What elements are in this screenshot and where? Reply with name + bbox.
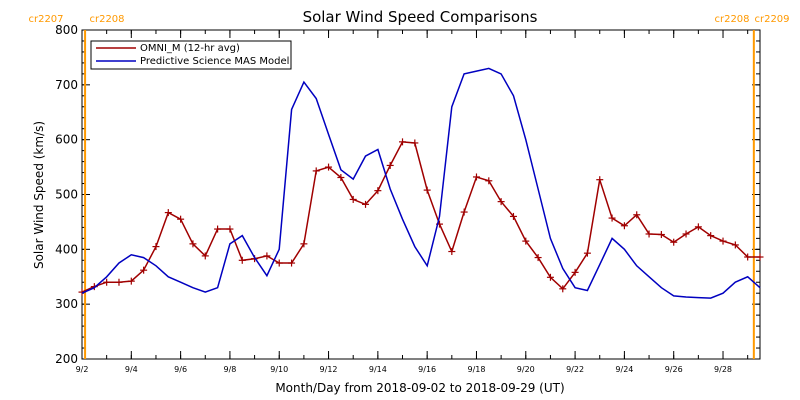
- data-point-omni: [275, 259, 283, 267]
- legend-box: [90, 40, 292, 70]
- carrington-label-right-1: cr2208: [714, 14, 749, 25]
- data-point-omni: [189, 240, 197, 248]
- data-point-omni: [657, 231, 665, 239]
- x-tick-label: 9/26: [665, 365, 683, 374]
- y-axis-label: Solar Wind Speed (km/s): [32, 121, 46, 269]
- data-point-omni: [127, 277, 135, 285]
- data-point-omni: [744, 253, 752, 261]
- carrington-label-left-1: cr2207: [28, 14, 63, 25]
- carrington-label-right-2: cr2209: [754, 14, 789, 25]
- data-point-omni: [349, 195, 357, 203]
- x-tick-label: 9/6: [174, 365, 187, 374]
- carrington-rotation-lines: [84, 30, 755, 359]
- data-point-omni: [707, 232, 715, 240]
- data-point-omni: [201, 252, 209, 260]
- x-tick-label: 9/24: [615, 365, 633, 374]
- data-point-omni: [694, 223, 702, 231]
- data-point-omni: [399, 138, 407, 146]
- data-point-omni: [152, 243, 160, 251]
- data-point-omni: [411, 139, 419, 147]
- data-point-omni: [448, 248, 456, 256]
- data-point-omni: [423, 186, 431, 194]
- x-tick-label: 9/4: [125, 365, 138, 374]
- data-point-omni: [460, 208, 468, 216]
- data-point-omni: [485, 177, 493, 185]
- chart-title: Solar Wind Speed Comparisons: [303, 8, 538, 26]
- x-tick-label: 9/22: [566, 365, 584, 374]
- data-point-omni: [288, 259, 296, 267]
- data-point-omni: [497, 198, 505, 206]
- data-point-omni: [731, 241, 739, 249]
- y-tick-label: 500: [55, 188, 78, 202]
- data-point-omni: [559, 285, 567, 293]
- data-point-omni: [522, 237, 530, 245]
- data-point-omni: [546, 273, 554, 281]
- data-point-omni: [325, 163, 333, 171]
- y-tick-label: 700: [55, 78, 78, 92]
- x-tick-label: 9/14: [369, 365, 387, 374]
- data-point-omni: [300, 240, 308, 248]
- y-axis-ticks: 200 300 400 500 600 700 800: [55, 23, 760, 366]
- x-tick-label: 9/8: [223, 365, 236, 374]
- y-tick-label: 600: [55, 133, 78, 147]
- x-axis-label: Month/Day from 2018-09-02 to 2018-09-29 …: [275, 381, 564, 395]
- data-point-omni: [645, 230, 653, 238]
- data-point-omni: [608, 214, 616, 222]
- carrington-label-left-2: cr2208: [89, 14, 124, 25]
- data-point-omni: [633, 211, 641, 219]
- x-tick-label: 9/18: [467, 365, 485, 374]
- data-point-omni: [596, 176, 604, 184]
- data-point-omni: [312, 167, 320, 175]
- data-point-omni: [583, 249, 591, 257]
- x-tick-label: 9/20: [517, 365, 535, 374]
- data-point-omni: [140, 266, 148, 274]
- data-point-omni: [670, 238, 678, 246]
- x-axis-ticks: 9/2 9/4 9/6 9/8 9/10 9/12 9/14 9/16 9/18 9/20 9/22…: [76, 30, 749, 374]
- data-point-omni: [719, 237, 727, 245]
- y-tick-label: 200: [55, 352, 78, 366]
- data-point-omni: [226, 225, 234, 233]
- data-point-omni: [214, 225, 222, 233]
- data-point-omni: [263, 252, 271, 260]
- data-point-omni: [362, 200, 370, 208]
- series-line-omni: [81, 141, 760, 293]
- x-tick-label: 9/28: [714, 365, 732, 374]
- data-point-omni: [509, 212, 517, 220]
- x-tick-label: 9/12: [320, 365, 338, 374]
- data-point-omni: [115, 278, 123, 286]
- y-tick-label: 400: [55, 242, 78, 256]
- data-point-omni: [238, 256, 246, 264]
- data-point-omni: [534, 254, 542, 262]
- plot-frame: [81, 29, 761, 360]
- x-tick-label: 9/10: [270, 365, 288, 374]
- data-point-omni: [337, 174, 345, 182]
- legend-label-omni: OMNI_M (12-hr avg): [140, 43, 240, 54]
- data-point-omni: [571, 268, 579, 276]
- data-point-omni: [386, 161, 394, 169]
- data-point-omni: [472, 173, 480, 181]
- data-point-omni: [682, 230, 690, 238]
- data-point-omni: [177, 215, 185, 223]
- y-tick-label: 800: [55, 23, 78, 37]
- legend-label-mas: Predictive Science MAS Model: [140, 56, 289, 67]
- legend: OMNI_M (12-hr avg) Predictive Science MA…: [90, 40, 292, 70]
- data-point-omni: [756, 253, 764, 261]
- series-line-mas: [81, 67, 761, 299]
- data-point-omni: [620, 222, 628, 230]
- data-point-omni: [103, 278, 111, 286]
- y-tick-label: 300: [55, 297, 78, 311]
- x-tick-label: 9/2: [76, 365, 89, 374]
- x-tick-label: 9/16: [418, 365, 436, 374]
- data-point-omni: [374, 187, 382, 195]
- series-layer: [78, 67, 764, 299]
- data-point-omni: [164, 209, 172, 217]
